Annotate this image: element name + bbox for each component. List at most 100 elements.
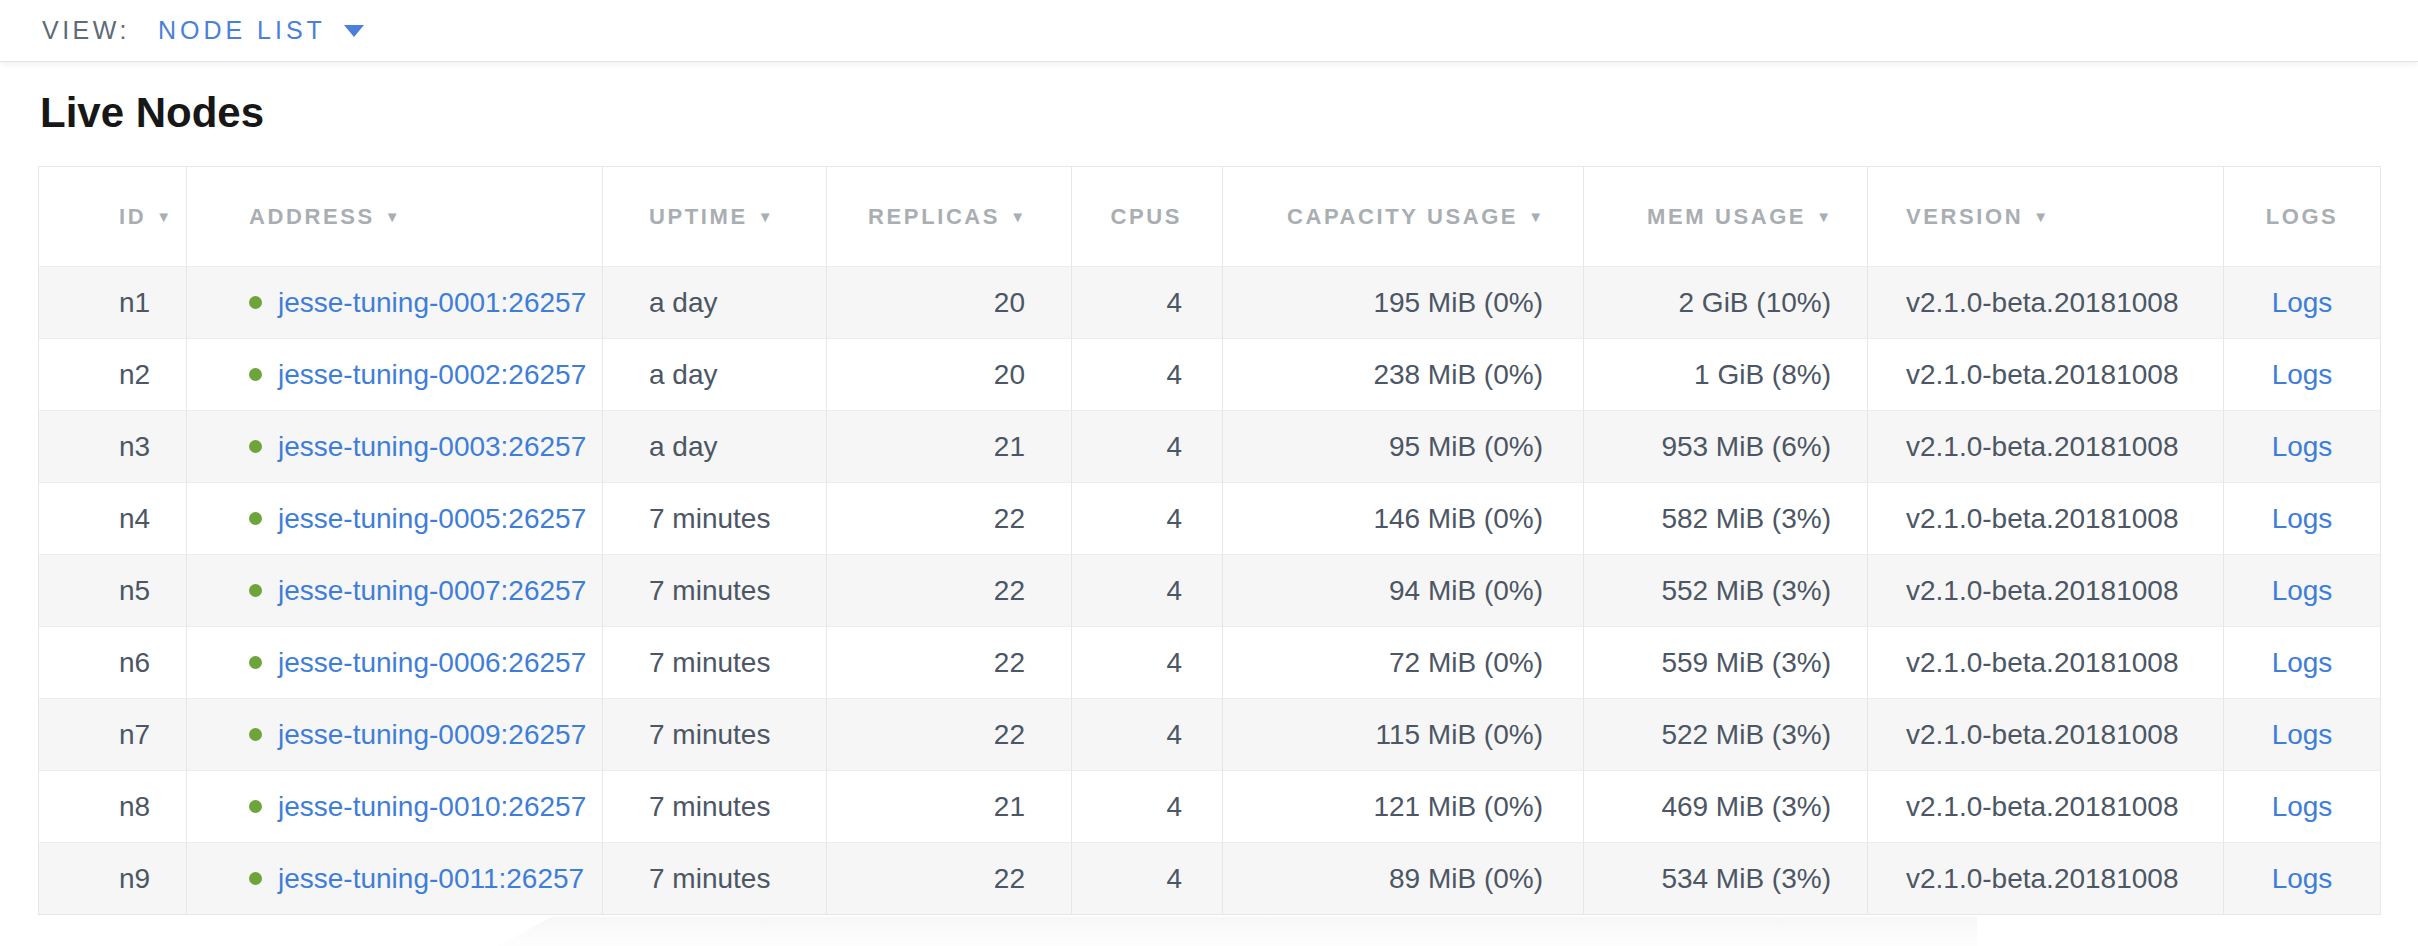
sort-arrow-icon: ▼ <box>2033 208 2048 225</box>
cell-cpus: 4 <box>1072 483 1223 555</box>
column-header-uptime[interactable]: UPTIME▼ <box>603 167 827 267</box>
cell-logs: Logs <box>2224 411 2381 483</box>
node-address-link[interactable]: jesse-tuning-0003:26257 <box>278 431 586 462</box>
column-header-version[interactable]: VERSION▼ <box>1868 167 2224 267</box>
column-header-label: CPUS <box>1110 204 1182 229</box>
cell-id: n3 <box>39 411 187 483</box>
column-header-replicas[interactable]: REPLICAS▼ <box>827 167 1072 267</box>
cell-capacity: 115 MiB (0%) <box>1223 699 1584 771</box>
column-header-mem[interactable]: MEM USAGE▼ <box>1584 167 1868 267</box>
node-address-link[interactable]: jesse-tuning-0001:26257 <box>278 287 586 318</box>
node-address-link[interactable]: jesse-tuning-0005:26257 <box>278 503 586 534</box>
node-status-dot-icon <box>249 368 262 381</box>
cell-cpus: 4 <box>1072 843 1223 915</box>
node-status-dot-icon <box>249 296 262 309</box>
node-status-dot-icon <box>249 584 262 597</box>
cell-address: jesse-tuning-0002:26257 <box>187 339 603 411</box>
cell-address: jesse-tuning-0009:26257 <box>187 699 603 771</box>
cell-mem: 522 MiB (3%) <box>1584 699 1868 771</box>
cell-replicas: 22 <box>827 843 1072 915</box>
cell-address: jesse-tuning-0006:26257 <box>187 627 603 699</box>
cell-logs: Logs <box>2224 267 2381 339</box>
column-header-label: LOGS <box>2266 204 2339 229</box>
logs-link[interactable]: Logs <box>2272 647 2333 678</box>
cell-replicas: 20 <box>827 339 1072 411</box>
cell-logs: Logs <box>2224 771 2381 843</box>
cell-address: jesse-tuning-0001:26257 <box>187 267 603 339</box>
cell-version: v2.1.0-beta.20181008 <box>1868 483 2224 555</box>
cell-version: v2.1.0-beta.20181008 <box>1868 699 2224 771</box>
cell-capacity: 72 MiB (0%) <box>1223 627 1584 699</box>
logs-link[interactable]: Logs <box>2272 359 2333 390</box>
cell-cpus: 4 <box>1072 627 1223 699</box>
logs-link[interactable]: Logs <box>2272 863 2333 894</box>
cell-id: n9 <box>39 843 187 915</box>
cell-uptime: 7 minutes <box>603 843 827 915</box>
node-status-dot-icon <box>249 656 262 669</box>
table-row: n1jesse-tuning-0001:26257a day204195 MiB… <box>39 267 2381 339</box>
node-address-link[interactable]: jesse-tuning-0011:26257 <box>278 863 584 894</box>
node-address-link[interactable]: jesse-tuning-0002:26257 <box>278 359 586 390</box>
cell-replicas: 22 <box>827 627 1072 699</box>
main-content: Live Nodes ID▼ADDRESS▼UPTIME▼REPLICAS▼CP… <box>0 88 2418 915</box>
logs-link[interactable]: Logs <box>2272 287 2333 318</box>
node-status-dot-icon <box>249 512 262 525</box>
logs-link[interactable]: Logs <box>2272 503 2333 534</box>
cell-mem: 534 MiB (3%) <box>1584 843 1868 915</box>
column-header-address[interactable]: ADDRESS▼ <box>187 167 603 267</box>
column-header-label: ID <box>119 204 146 229</box>
sort-arrow-icon: ▼ <box>1528 208 1543 225</box>
cell-version: v2.1.0-beta.20181008 <box>1868 267 2224 339</box>
view-selector-dropdown[interactable]: NODE LIST <box>158 16 364 45</box>
table-row: n6jesse-tuning-0006:262577 minutes22472 … <box>39 627 2381 699</box>
cell-mem: 1 GiB (8%) <box>1584 339 1868 411</box>
cell-address: jesse-tuning-0011:26257 <box>187 843 603 915</box>
cell-mem: 582 MiB (3%) <box>1584 483 1868 555</box>
logs-link[interactable]: Logs <box>2272 719 2333 750</box>
node-address-link[interactable]: jesse-tuning-0009:26257 <box>278 719 586 750</box>
bottom-partial-element-shadow <box>497 917 1977 946</box>
cell-capacity: 89 MiB (0%) <box>1223 843 1584 915</box>
cell-uptime: 7 minutes <box>603 555 827 627</box>
live-nodes-table-container: ID▼ADDRESS▼UPTIME▼REPLICAS▼CPUSCAPACITY … <box>38 166 2380 915</box>
node-address-link[interactable]: jesse-tuning-0007:26257 <box>278 575 586 606</box>
cell-replicas: 21 <box>827 411 1072 483</box>
column-header-capacity[interactable]: CAPACITY USAGE▼ <box>1223 167 1584 267</box>
cell-cpus: 4 <box>1072 699 1223 771</box>
cell-mem: 559 MiB (3%) <box>1584 627 1868 699</box>
cell-address: jesse-tuning-0005:26257 <box>187 483 603 555</box>
column-header-label: ADDRESS <box>249 204 375 229</box>
cell-cpus: 4 <box>1072 339 1223 411</box>
logs-link[interactable]: Logs <box>2272 791 2333 822</box>
node-address-link[interactable]: jesse-tuning-0010:26257 <box>278 791 586 822</box>
sort-arrow-icon: ▼ <box>156 208 171 225</box>
cell-mem: 2 GiB (10%) <box>1584 267 1868 339</box>
cell-replicas: 22 <box>827 555 1072 627</box>
cell-replicas: 22 <box>827 699 1072 771</box>
cell-logs: Logs <box>2224 483 2381 555</box>
view-bar: VIEW: NODE LIST <box>0 0 2418 62</box>
table-row: n9 jesse-tuning-0011:26257 7 minutes22489 … <box>39 843 2381 915</box>
column-header-cpus: CPUS <box>1072 167 1223 267</box>
column-header-id[interactable]: ID ▼ <box>39 167 187 267</box>
cell-uptime: 7 minutes <box>603 483 827 555</box>
table-row: n3jesse-tuning-0003:26257a day21495 MiB … <box>39 411 2381 483</box>
cell-logs: Logs <box>2224 339 2381 411</box>
node-status-dot-icon <box>249 728 262 741</box>
cell-id: n1 <box>39 267 187 339</box>
table-row: n7jesse-tuning-0009:262577 minutes224115… <box>39 699 2381 771</box>
cell-replicas: 20 <box>827 267 1072 339</box>
node-address-link[interactable]: jesse-tuning-0006:26257 <box>278 647 586 678</box>
cell-capacity: 95 MiB (0%) <box>1223 411 1584 483</box>
logs-link[interactable]: Logs <box>2272 575 2333 606</box>
cell-id: n5 <box>39 555 187 627</box>
cell-version: v2.1.0-beta.20181008 <box>1868 843 2224 915</box>
cell-capacity: 146 MiB (0%) <box>1223 483 1584 555</box>
chevron-down-icon <box>344 25 364 37</box>
table-row: n4jesse-tuning-0005:262577 minutes224146… <box>39 483 2381 555</box>
logs-link[interactable]: Logs <box>2272 431 2333 462</box>
cell-address: jesse-tuning-0007:26257 <box>187 555 603 627</box>
column-header-label: UPTIME <box>649 204 748 229</box>
cell-id: n8 <box>39 771 187 843</box>
cell-capacity: 238 MiB (0%) <box>1223 339 1584 411</box>
